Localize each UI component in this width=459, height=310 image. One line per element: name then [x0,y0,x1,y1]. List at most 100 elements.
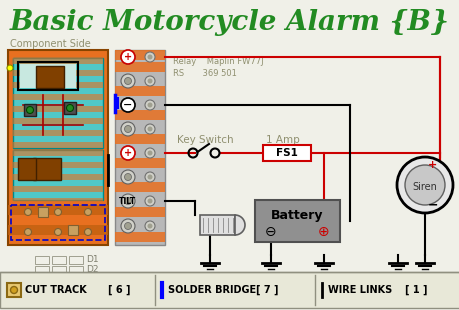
Bar [36,66,64,88]
Bar [68,225,78,235]
Text: ⊕: ⊕ [318,225,329,239]
Circle shape [124,126,131,132]
Bar [69,266,83,274]
Bar [35,256,49,264]
Text: ⊖: ⊖ [264,225,276,239]
Bar [52,266,66,274]
Bar [115,207,165,217]
Bar [8,50,108,245]
Circle shape [121,98,134,112]
Circle shape [54,209,62,215]
Text: D1: D1 [86,255,98,264]
Circle shape [147,224,152,228]
Text: [ 1 ]: [ 1 ] [404,285,426,295]
Circle shape [124,149,131,157]
Text: SOLDER BRIDGE: SOLDER BRIDGE [168,285,256,295]
Circle shape [124,197,131,205]
Circle shape [396,157,452,213]
Circle shape [124,101,131,108]
Bar [115,62,165,72]
Circle shape [147,150,152,156]
Circle shape [145,221,155,231]
Circle shape [145,172,155,182]
Bar [115,134,165,144]
Text: Relay    Maplin FW77J: Relay Maplin FW77J [173,57,263,67]
Circle shape [121,194,134,208]
Bar [13,94,103,100]
Circle shape [147,175,152,179]
Text: Siren: Siren [412,182,437,192]
Bar [64,102,76,114]
Circle shape [147,126,152,131]
Text: CUT TRACK: CUT TRACK [25,285,87,295]
Bar [35,266,49,274]
Bar [33,158,61,180]
Bar [115,86,165,96]
Circle shape [145,100,155,110]
Text: −: − [427,198,437,211]
Bar [13,118,103,124]
Text: Basic Motorcycle Alarm {B}: Basic Motorcycle Alarm {B} [10,8,449,36]
Bar [13,106,103,112]
Bar [13,150,103,156]
Text: +: + [123,148,132,158]
Text: TILT: TILT [119,197,136,206]
Circle shape [54,228,62,236]
Circle shape [145,148,155,158]
Bar [38,207,48,217]
Text: +: + [123,52,132,62]
Circle shape [121,74,134,88]
Bar [13,70,103,76]
Circle shape [124,174,131,180]
Bar [69,256,83,264]
Bar [8,205,108,215]
Bar [7,283,21,297]
Circle shape [24,228,31,236]
Circle shape [145,196,155,206]
Bar [13,162,103,168]
Text: +: + [427,160,437,170]
Bar [13,150,103,200]
Bar [115,232,165,242]
Circle shape [121,146,134,160]
Circle shape [124,78,131,85]
Circle shape [124,54,131,60]
Bar [115,50,165,60]
Text: Key Switch: Key Switch [176,135,233,145]
Text: WIRE LINKS: WIRE LINKS [327,285,392,295]
Bar [200,215,235,235]
Circle shape [24,209,31,215]
Bar [13,198,103,204]
Bar [24,104,36,116]
Circle shape [404,165,444,205]
Bar [263,145,310,161]
Bar [13,174,103,180]
Circle shape [121,170,134,184]
Circle shape [147,78,152,83]
Bar [11,205,105,240]
Circle shape [147,103,152,108]
Wedge shape [235,215,245,235]
Text: RS       369 501: RS 369 501 [173,69,236,78]
Bar [13,58,103,64]
Bar [115,50,165,245]
Circle shape [67,104,73,112]
Circle shape [121,219,134,233]
Text: 1 Amp: 1 Amp [266,135,299,145]
Circle shape [145,76,155,86]
Bar [20,64,76,88]
Circle shape [121,122,134,136]
Circle shape [147,198,152,203]
Bar [13,82,103,88]
Text: FS1: FS1 [275,148,297,158]
Circle shape [121,146,134,160]
Text: Battery: Battery [271,209,323,222]
Bar [13,142,103,148]
Circle shape [11,286,17,294]
Bar [52,256,66,264]
Bar [254,200,339,242]
Text: D2: D2 [86,265,98,274]
Circle shape [121,50,134,64]
Text: [ 6 ]: [ 6 ] [108,285,130,295]
Bar [0,272,459,308]
